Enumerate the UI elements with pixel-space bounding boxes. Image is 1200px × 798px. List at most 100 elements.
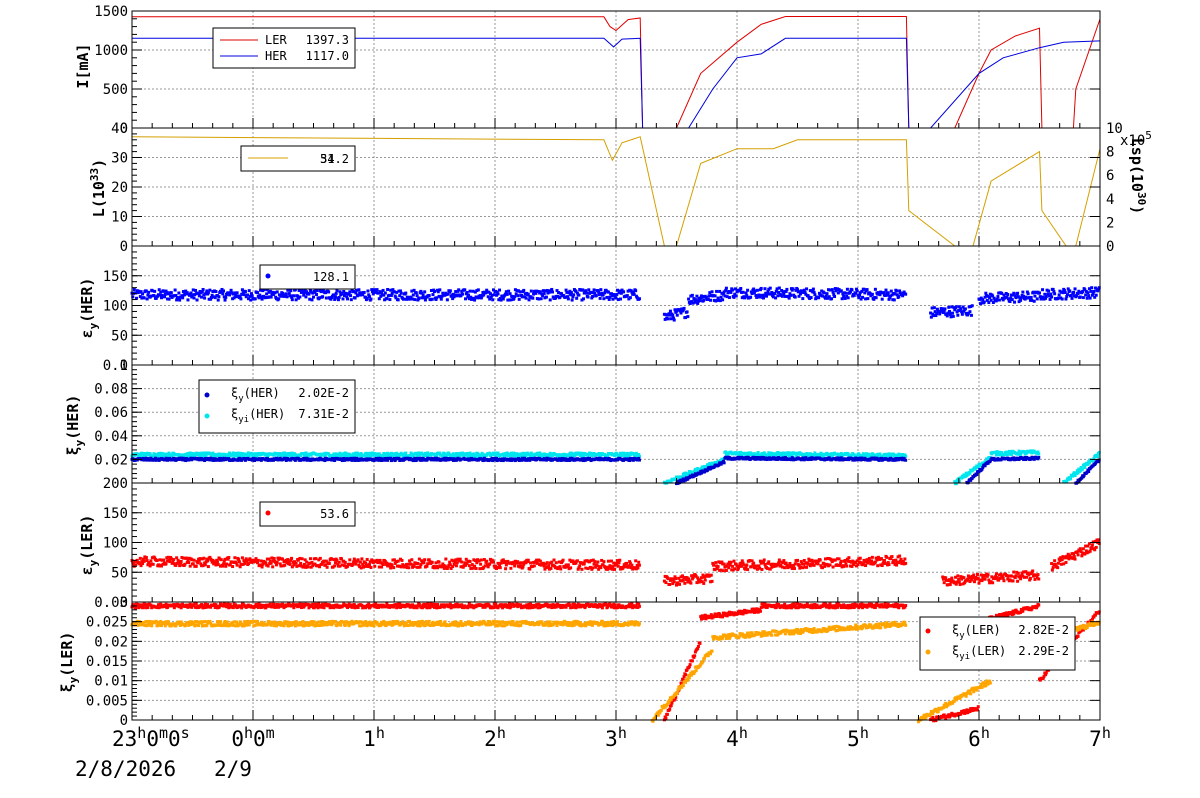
data-point — [594, 294, 598, 298]
data-point — [727, 566, 731, 570]
data-point — [685, 576, 689, 580]
data-point — [947, 305, 951, 309]
data-point — [716, 565, 720, 569]
data-point — [735, 564, 739, 568]
data-point — [1035, 576, 1039, 580]
data-point — [415, 454, 419, 458]
data-point — [599, 566, 603, 570]
data-point — [132, 287, 136, 291]
data-point — [209, 297, 213, 301]
data-point — [157, 458, 161, 462]
data-point — [310, 604, 314, 608]
data-point — [362, 560, 366, 564]
data-point — [327, 290, 331, 294]
data-point — [423, 298, 427, 302]
data-point — [818, 558, 822, 562]
data-point — [575, 559, 579, 563]
data-point — [319, 290, 323, 294]
data-point — [1039, 297, 1043, 301]
data-point — [637, 458, 641, 462]
data-point — [684, 473, 688, 477]
data-point — [383, 458, 387, 462]
data-point — [815, 559, 819, 563]
data-point — [257, 602, 261, 606]
data-point — [809, 296, 813, 300]
data-point — [392, 558, 396, 562]
data-point — [174, 563, 178, 567]
data-point — [580, 298, 584, 302]
data-point — [734, 294, 738, 298]
data-point — [513, 288, 517, 292]
data-point — [478, 296, 482, 300]
data-point — [516, 294, 520, 298]
data-point — [664, 581, 668, 585]
data-point — [342, 559, 346, 563]
data-point — [734, 562, 738, 566]
data-point — [987, 578, 991, 582]
data-point — [573, 453, 577, 457]
data-point — [204, 291, 208, 295]
data-point — [634, 567, 638, 571]
data-point — [228, 603, 232, 607]
data-point — [192, 604, 196, 608]
data-point — [941, 577, 945, 581]
data-point — [335, 603, 339, 607]
data-point — [445, 566, 449, 570]
data-point — [262, 288, 266, 292]
data-point — [370, 559, 374, 563]
data-point — [366, 289, 370, 293]
data-point — [494, 453, 498, 457]
data-point — [619, 567, 623, 571]
data-point — [687, 476, 691, 480]
data-point — [172, 603, 176, 607]
data-point — [955, 310, 959, 314]
data-point — [206, 291, 210, 295]
data-point — [581, 459, 585, 463]
data-point — [988, 459, 992, 463]
data-point — [733, 567, 737, 571]
data-point — [417, 557, 421, 561]
data-point — [425, 454, 429, 458]
data-point — [755, 453, 759, 457]
data-point — [259, 288, 263, 292]
data-point — [185, 454, 189, 458]
data-point — [1095, 538, 1099, 542]
data-point — [358, 560, 362, 564]
data-point — [983, 295, 987, 299]
data-point — [608, 564, 612, 568]
data-point — [890, 555, 894, 559]
data-point — [194, 564, 198, 568]
data-point — [770, 565, 774, 569]
data-point — [244, 295, 248, 299]
data-point — [461, 452, 465, 456]
data-point — [253, 454, 257, 458]
data-point — [377, 456, 381, 460]
data-point — [732, 295, 736, 299]
data-point — [1085, 470, 1089, 474]
data-point — [830, 558, 834, 562]
data-point — [254, 602, 258, 606]
data-point — [147, 290, 151, 294]
data-point — [895, 289, 899, 293]
data-point — [206, 559, 210, 563]
data-point — [150, 562, 154, 566]
data-point — [532, 564, 536, 568]
data-point — [790, 566, 794, 570]
data-point — [204, 560, 208, 564]
data-point — [780, 565, 784, 569]
data-point — [490, 456, 494, 460]
data-point — [377, 565, 381, 569]
data-point — [441, 454, 445, 458]
data-point — [708, 291, 712, 295]
data-point — [270, 556, 274, 560]
data-point — [293, 288, 297, 292]
data-point — [451, 297, 455, 301]
data-point — [611, 565, 615, 569]
data-point — [597, 290, 601, 294]
data-point — [178, 603, 182, 607]
data-point — [203, 459, 207, 463]
data-point — [788, 292, 792, 296]
data-point — [395, 451, 399, 455]
data-point — [572, 293, 576, 297]
data-point — [176, 297, 180, 301]
